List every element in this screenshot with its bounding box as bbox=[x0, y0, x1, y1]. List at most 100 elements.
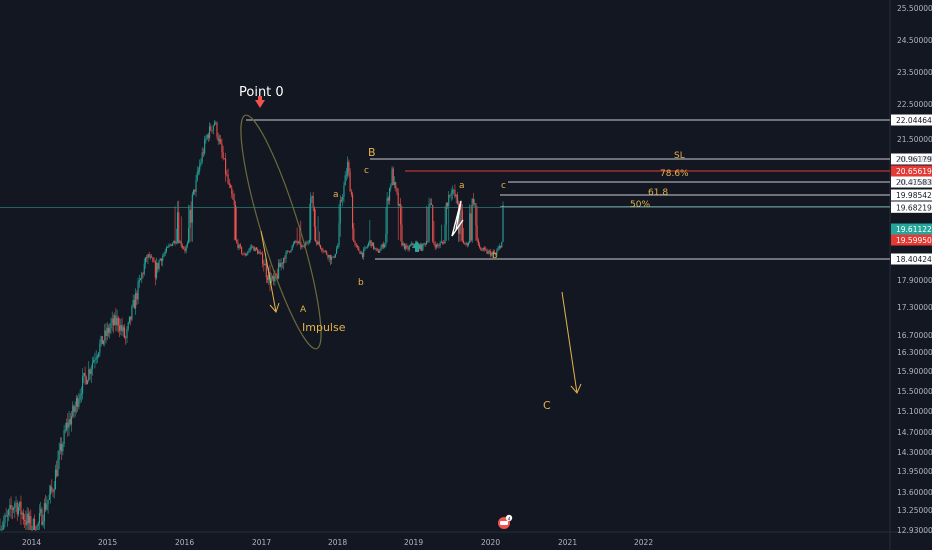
candle-body bbox=[27, 513, 29, 524]
candle-body bbox=[93, 360, 95, 363]
candle-body bbox=[384, 244, 386, 248]
point0-label: Point 0 bbox=[239, 85, 284, 100]
candle-body bbox=[336, 248, 338, 254]
y-tick-label: 25.50000 bbox=[897, 4, 932, 13]
candle-body bbox=[176, 212, 179, 242]
candle-body bbox=[236, 240, 238, 243]
candle-body bbox=[100, 336, 102, 344]
candle-body bbox=[401, 224, 403, 246]
candle-body bbox=[405, 245, 407, 249]
candle-body bbox=[189, 209, 191, 228]
candle-body bbox=[273, 276, 275, 282]
candle-body bbox=[491, 252, 493, 256]
candle-body bbox=[276, 274, 278, 279]
candle-body bbox=[221, 143, 223, 153]
candle-body bbox=[429, 203, 431, 205]
candle-body bbox=[106, 327, 108, 336]
candle-body bbox=[364, 247, 366, 250]
candle-body bbox=[159, 258, 161, 261]
candle-body bbox=[139, 278, 142, 281]
candle-body bbox=[295, 241, 297, 242]
candle-body bbox=[343, 185, 345, 197]
candle-body bbox=[204, 139, 206, 154]
candle-body bbox=[344, 175, 346, 186]
candle-body bbox=[315, 226, 317, 242]
candle-body bbox=[228, 183, 230, 186]
candle-body bbox=[334, 253, 336, 258]
candle-body bbox=[175, 241, 177, 244]
price-level-value: 19.68219 bbox=[896, 203, 932, 212]
candle-body bbox=[275, 273, 277, 275]
candle-body bbox=[201, 152, 203, 162]
candle-body bbox=[264, 263, 266, 266]
candle-body bbox=[149, 256, 151, 258]
candle-body bbox=[393, 182, 396, 185]
candle-body bbox=[188, 227, 190, 243]
wave-label-A: A bbox=[300, 305, 307, 315]
candle-body bbox=[226, 174, 228, 176]
candle-body bbox=[311, 195, 313, 198]
candle-body bbox=[199, 164, 201, 171]
candle-body bbox=[29, 516, 31, 524]
candle-body bbox=[35, 530, 37, 531]
candle-body bbox=[232, 194, 234, 200]
candle-body bbox=[470, 213, 472, 241]
price-level-badge bbox=[891, 176, 932, 188]
candle-body bbox=[156, 262, 158, 278]
price-level-badge bbox=[891, 201, 932, 213]
candle-body bbox=[381, 244, 383, 248]
candle-body bbox=[363, 249, 365, 258]
candle-body bbox=[294, 241, 296, 244]
candle-body bbox=[217, 136, 219, 142]
candle-body bbox=[409, 245, 412, 247]
y-tick-label: 15.50000 bbox=[897, 387, 932, 396]
candle-body bbox=[445, 202, 447, 225]
candle-body bbox=[322, 250, 324, 252]
tradingview-badge-icon[interactable]: 4 bbox=[498, 514, 513, 529]
price-level-badge bbox=[891, 114, 932, 126]
wave-label-b2: b bbox=[492, 251, 498, 261]
candle-body bbox=[103, 340, 105, 345]
red-down-arrow-stem bbox=[258, 96, 262, 101]
candle-body bbox=[348, 162, 350, 173]
candle-body bbox=[26, 513, 28, 526]
candle-body bbox=[339, 200, 341, 224]
candle-body bbox=[244, 254, 246, 256]
price-level-badge bbox=[891, 234, 932, 246]
y-tick-label: 21.50000 bbox=[897, 135, 932, 144]
candle-body bbox=[400, 204, 402, 225]
candle-body bbox=[222, 152, 224, 159]
candle-body bbox=[233, 199, 235, 205]
candle-body bbox=[361, 252, 364, 258]
candle-body bbox=[72, 405, 74, 417]
candle-body bbox=[49, 486, 52, 495]
candle-body bbox=[284, 257, 286, 259]
candle-body bbox=[207, 134, 209, 138]
fib-label-50: 50% bbox=[630, 200, 650, 210]
candle-body bbox=[434, 243, 436, 248]
candle-body bbox=[80, 393, 82, 395]
candle-body bbox=[86, 380, 89, 385]
price-level-value: 22.04464 bbox=[896, 116, 932, 125]
candle-body bbox=[350, 191, 352, 195]
candle-body bbox=[151, 256, 153, 258]
x-tick-label: 2020 bbox=[481, 538, 500, 547]
candle-body bbox=[305, 242, 307, 247]
candle-body bbox=[180, 241, 182, 246]
y-tick-label: 20.90000 bbox=[897, 155, 932, 164]
candle-body bbox=[9, 504, 11, 510]
candle-body bbox=[89, 369, 91, 375]
candle-body bbox=[458, 204, 460, 234]
candle-body bbox=[38, 513, 41, 524]
candle-body bbox=[266, 277, 269, 280]
candle-body bbox=[210, 126, 212, 131]
y-tick-label: 14.30000 bbox=[897, 448, 932, 457]
candle-body bbox=[212, 125, 214, 131]
candle-body bbox=[148, 254, 150, 258]
candle-body bbox=[137, 281, 139, 300]
candle-body bbox=[396, 188, 398, 193]
candle-body bbox=[48, 494, 50, 500]
candle-body bbox=[186, 242, 188, 247]
candle-body bbox=[502, 205, 504, 242]
